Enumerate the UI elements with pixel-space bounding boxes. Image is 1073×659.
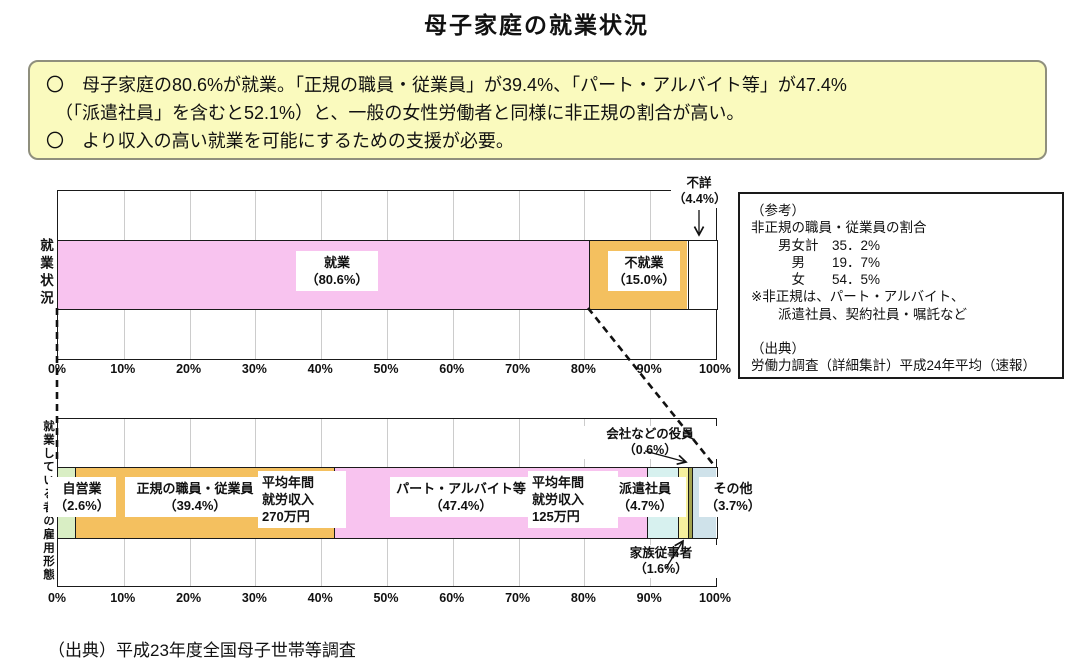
segment-label-dispatched-worker: 派遣社員 （4.7%）: [604, 477, 686, 518]
x-tick-label: 40%: [307, 591, 333, 605]
x-tick-label: 100%: [699, 591, 731, 605]
x-tick-label: 20%: [176, 362, 202, 376]
annotation-company-officer: 会社などの役員 （0.6%）: [568, 426, 732, 460]
x-tick-label: 50%: [373, 362, 399, 376]
x-tick-label: 50%: [373, 591, 399, 605]
x-tick-label: 20%: [176, 591, 202, 605]
reference-box: （参考） 非正規の職員・従業員の割合 男女計 35．2% 男 19．7% 女 5…: [738, 192, 1064, 379]
chart2-plot-area: 自営業 （2.6%） 正規の職員・従業員 （39.4%） 平均年間 就労収入 2…: [48, 418, 767, 587]
bar-segment: [688, 468, 693, 538]
x-tick-label: 60%: [439, 362, 465, 376]
x-tick-label: 10%: [110, 362, 136, 376]
summary-line: 〇 より収入の高い就業を可能にするための支援が必要。: [46, 130, 514, 151]
segment-label-regular-staff: 正規の職員・従業員 （39.4%）: [125, 477, 265, 518]
note-average-income-270: 平均年間 就労収入 270万円: [258, 471, 346, 529]
segment-label-part-time: パート・アルバイト等 （47.4%）: [390, 477, 532, 518]
x-tick-label: 10%: [110, 591, 136, 605]
x-tick-label: 30%: [241, 362, 267, 376]
summary-line: 〇 母子家庭の80.6%が就業。「正規の職員・従業員」が39.4%、「パート・ア…: [46, 75, 847, 95]
chart2-x-axis: 0% 10% 20% 30% 40% 50% 60% 70% 80% 90% 100%: [48, 591, 731, 607]
x-tick-label: 90%: [636, 591, 662, 605]
segment-label-not-employed: 不就業 （15.0%）: [608, 251, 680, 292]
x-tick-label: 100%: [699, 362, 731, 376]
x-tick-label: 60%: [439, 591, 465, 605]
bar-segment: [687, 241, 717, 309]
chart1-plot-area: 就業 （80.6%） 不就業 （15.0%） 不詳 （4.4%）: [56, 175, 727, 360]
x-tick-label: 30%: [241, 591, 267, 605]
x-tick-label: 70%: [505, 591, 531, 605]
x-tick-label: 90%: [636, 362, 662, 376]
segment-label-self-employed: 自営業 （2.6%）: [48, 477, 116, 518]
x-tick-label: 80%: [570, 591, 596, 605]
summary-box: 〇 母子家庭の80.6%が就業。「正規の職員・従業員」が39.4%、「パート・ア…: [28, 60, 1047, 160]
annotation-unknown: 不詳 （4.4%）: [671, 175, 727, 209]
x-tick-label: 70%: [505, 362, 531, 376]
source-note: （出典）平成23年度全国母子世帯等調査: [48, 641, 356, 659]
segment-label-employed: 就業 （80.6%）: [296, 251, 378, 292]
x-tick-label: 40%: [307, 362, 333, 376]
summary-line: （「派遣社員」を含むと52.1%）と、一般の女性労働者と同様に非正規の割合が高い…: [46, 102, 745, 123]
annotation-family-worker: 家族従事者 （1.6%）: [591, 545, 731, 579]
chart1-x-axis: 0% 10% 20% 30% 40% 50% 60% 70% 80% 90% 100%: [48, 362, 731, 378]
chart1-y-axis-label: 就業状況: [38, 238, 53, 308]
x-tick-label: 0%: [47, 591, 67, 605]
page-title: 母子家庭の就業状況: [424, 12, 649, 38]
x-tick-label: 0%: [47, 362, 67, 376]
note-average-income-125: 平均年間 就労収入 125万円: [528, 471, 618, 529]
x-tick-label: 80%: [570, 362, 596, 376]
segment-label-other: その他 （3.7%）: [699, 477, 767, 518]
